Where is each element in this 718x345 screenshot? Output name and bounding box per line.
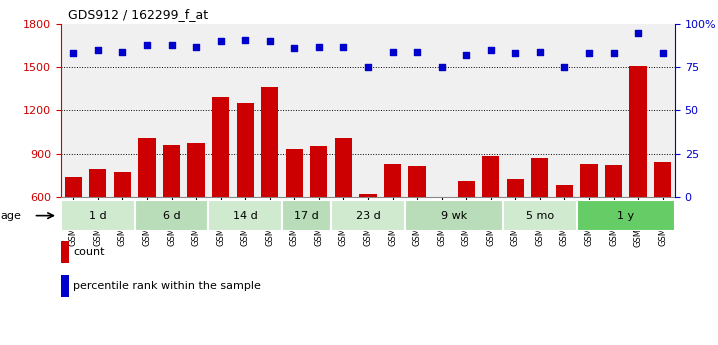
Bar: [531, 158, 549, 197]
Bar: [163, 145, 180, 197]
Bar: [384, 164, 401, 197]
Bar: [409, 166, 426, 197]
Point: [116, 49, 128, 55]
Point: [460, 52, 472, 58]
Bar: [114, 172, 131, 197]
Text: count: count: [73, 247, 105, 257]
Text: GDS912 / 162299_f_at: GDS912 / 162299_f_at: [68, 8, 208, 21]
Point: [67, 51, 79, 56]
Text: 5 mo: 5 mo: [526, 211, 554, 220]
Point: [657, 51, 668, 56]
Bar: [580, 164, 597, 197]
Bar: [310, 146, 327, 197]
Bar: [556, 185, 573, 197]
Bar: [135, 200, 208, 231]
Bar: [503, 200, 577, 231]
Point: [583, 51, 595, 56]
Text: 1 y: 1 y: [617, 211, 635, 220]
Point: [607, 51, 619, 56]
Text: age: age: [1, 211, 22, 220]
Text: 6 d: 6 d: [163, 211, 180, 220]
Bar: [187, 144, 205, 197]
Bar: [61, 241, 69, 263]
Bar: [139, 138, 156, 197]
Text: 23 d: 23 d: [355, 211, 381, 220]
Bar: [212, 97, 229, 197]
Bar: [630, 66, 647, 197]
Bar: [61, 200, 135, 231]
Bar: [457, 181, 475, 197]
Point: [289, 46, 300, 51]
Bar: [208, 200, 282, 231]
Point: [534, 49, 546, 55]
Bar: [65, 177, 82, 197]
Point: [633, 30, 644, 36]
Bar: [89, 169, 106, 197]
Point: [362, 65, 373, 70]
Bar: [507, 179, 524, 197]
Text: 14 d: 14 d: [233, 211, 258, 220]
Text: 17 d: 17 d: [294, 211, 319, 220]
Text: 9 wk: 9 wk: [441, 211, 467, 220]
Point: [141, 42, 153, 48]
Point: [313, 44, 325, 49]
Bar: [335, 138, 352, 197]
Bar: [261, 87, 279, 197]
Bar: [482, 156, 499, 197]
Bar: [405, 200, 503, 231]
Point: [240, 37, 251, 42]
Point: [510, 51, 521, 56]
Point: [190, 44, 202, 49]
Bar: [654, 162, 671, 197]
Point: [411, 49, 423, 55]
Point: [215, 39, 226, 44]
Point: [166, 42, 177, 48]
Point: [485, 47, 497, 53]
Bar: [286, 149, 303, 197]
Bar: [237, 103, 253, 197]
Bar: [360, 194, 376, 197]
Text: percentile rank within the sample: percentile rank within the sample: [73, 282, 261, 292]
Bar: [331, 200, 405, 231]
Point: [387, 49, 398, 55]
Bar: [577, 200, 675, 231]
Point: [264, 39, 276, 44]
Point: [92, 47, 103, 53]
Text: 1 d: 1 d: [89, 211, 107, 220]
Point: [436, 65, 447, 70]
Bar: [605, 165, 622, 197]
Bar: [61, 275, 69, 297]
Point: [559, 65, 570, 70]
Point: [337, 44, 349, 49]
Bar: [282, 200, 331, 231]
